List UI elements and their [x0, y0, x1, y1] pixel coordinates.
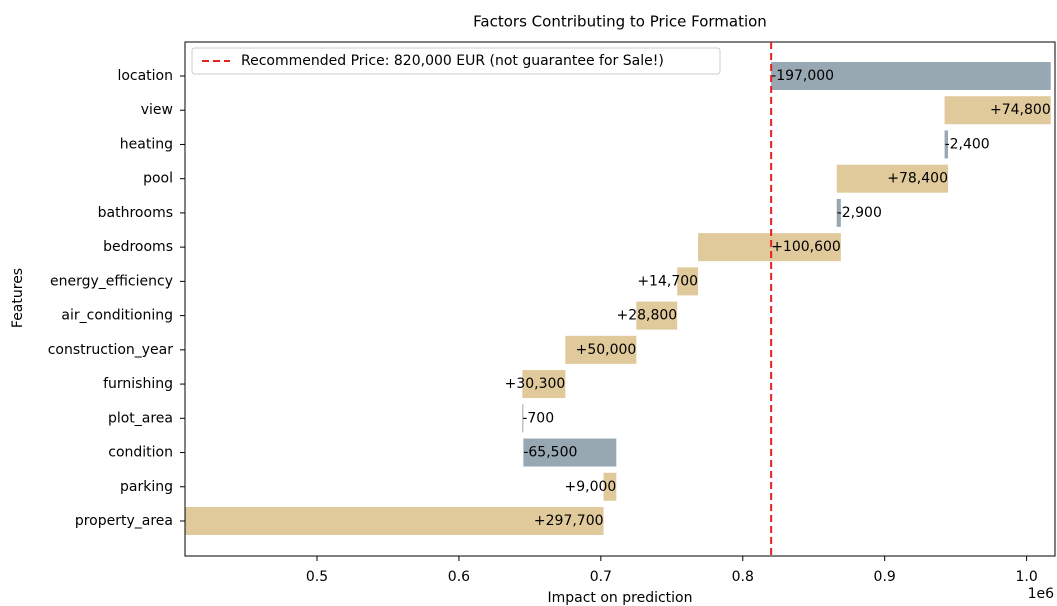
x-tick-label: 1.0: [1015, 569, 1037, 585]
bar: [677, 267, 699, 296]
y-tick-label: furnishing: [103, 376, 173, 392]
legend: Recommended Price: 820,000 EUR (not guar…: [191, 47, 721, 75]
bar: [522, 370, 566, 399]
data-label: -2,900: [837, 205, 882, 221]
data-label: +9,000: [564, 479, 616, 495]
data-label: +297,700: [534, 513, 604, 529]
y-tick-label: view: [141, 102, 173, 118]
data-label: +100,600: [771, 239, 841, 255]
legend-box: [191, 47, 721, 75]
data-label: -700: [522, 410, 554, 426]
x-axis-label: Impact on prediction: [548, 590, 693, 606]
bar: [522, 404, 524, 433]
y-tick-label: air_conditioning: [61, 308, 173, 324]
x-tick-label: 0.6: [448, 569, 470, 585]
data-label: -197,000: [771, 68, 834, 84]
x-tick-label: 0.8: [732, 569, 754, 585]
bar: [836, 198, 841, 227]
bar: [698, 233, 841, 262]
y-tick-label: bedrooms: [103, 239, 173, 255]
y-tick-label: plot_area: [108, 410, 173, 426]
data-label: +74,800: [990, 102, 1051, 118]
y-tick-label: condition: [108, 445, 173, 461]
data-label: +78,400: [887, 171, 948, 187]
y-tick-label: pool: [143, 171, 173, 187]
bar: [565, 335, 637, 364]
y-tick-label: heating: [120, 136, 173, 152]
y-tick-label: location: [117, 68, 173, 84]
bar: [636, 301, 678, 330]
data-label: -2,400: [945, 136, 990, 152]
axis-offset-label: 1e6: [1028, 586, 1055, 602]
plot-frame: [184, 41, 1056, 557]
y-tick-label: bathrooms: [98, 205, 173, 221]
data-label: +30,300: [505, 376, 566, 392]
y-tick-label: parking: [120, 479, 173, 495]
plot-area: +297,700 +9,000 -65,500 -700 +30,300 +50,000 +…: [185, 62, 1051, 535]
bar: [944, 130, 948, 159]
bar: [523, 438, 617, 467]
bar: [603, 472, 617, 501]
bar: [836, 164, 948, 193]
data-label: +14,700: [637, 273, 698, 289]
bar: [771, 62, 1051, 90]
data-label: +50,000: [576, 342, 637, 358]
chart-title: Factors Contributing to Price Formation: [473, 13, 767, 31]
data-label: -65,500: [523, 445, 577, 461]
y-tick-label: construction_year: [48, 342, 174, 358]
x-tick-label: 0.7: [590, 569, 612, 585]
x-tick-label: 0.9: [874, 569, 896, 585]
y-axis-label: Features: [10, 268, 26, 328]
bar: [185, 506, 604, 535]
legend-label: Recommended Price: 820,000 EUR (not guar…: [241, 53, 664, 69]
bar: [944, 96, 1051, 125]
y-tick-label: energy_efficiency: [50, 273, 173, 289]
y-tick-label: property_area: [75, 513, 173, 529]
x-tick-label: 0.5: [306, 569, 328, 585]
data-label: +28,800: [616, 308, 677, 324]
